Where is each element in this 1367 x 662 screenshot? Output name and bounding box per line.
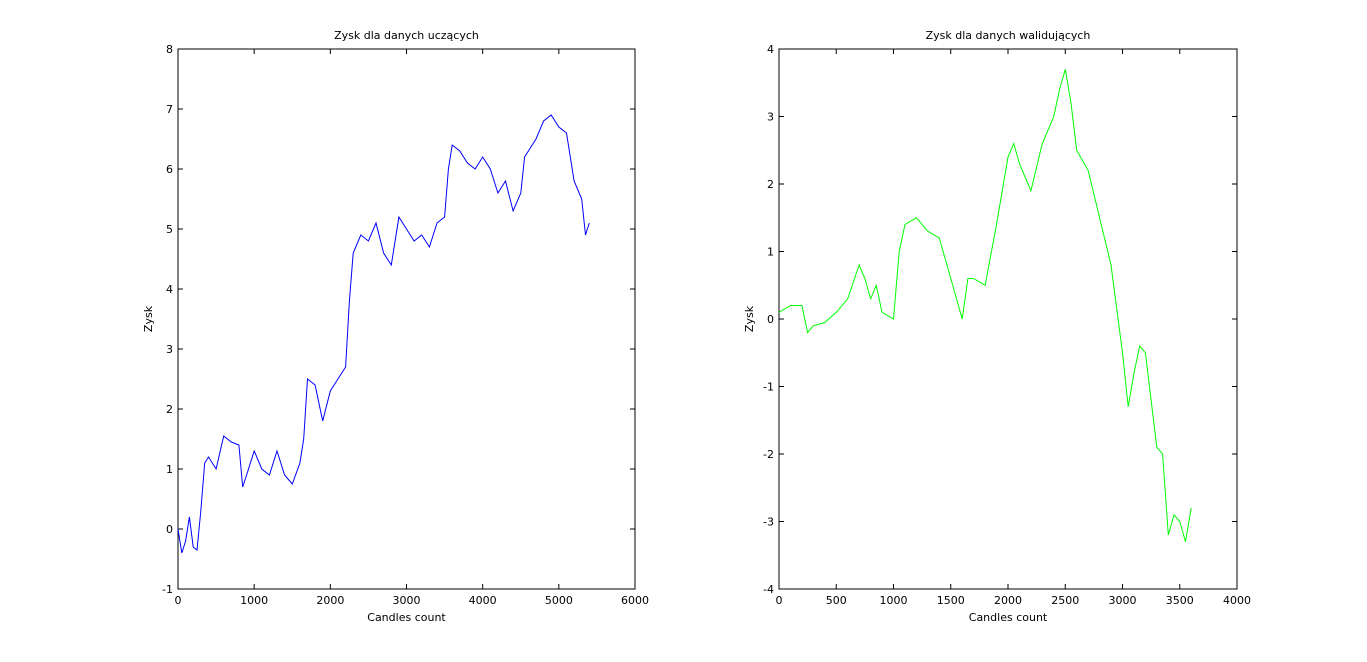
y-tick-label: 1 (767, 246, 774, 259)
chart-title: Zysk dla danych walidujących (926, 29, 1091, 42)
y-tick-label: 6 (166, 163, 173, 176)
y-axis-label: Zysk (743, 305, 756, 332)
x-axis-label: Candles count (367, 611, 446, 624)
data-line (177, 114, 590, 554)
y-tick-label: -4 (763, 583, 774, 596)
x-tick-label: 1000 (880, 594, 908, 607)
y-tick-label: -2 (763, 448, 774, 461)
y-tick-label: 4 (166, 283, 173, 296)
x-tick-label: 2000 (994, 594, 1022, 607)
x-tick-label: 1000 (240, 594, 268, 607)
y-tick-label: -1 (763, 381, 774, 394)
y-tick-label: 3 (166, 343, 173, 356)
y-tick-label: 1 (166, 463, 173, 476)
axes-box (778, 48, 1238, 590)
y-tick-label: 0 (166, 523, 173, 536)
y-axis-label: Zysk (142, 305, 155, 332)
y-tick-label: 2 (166, 403, 173, 416)
y-tick-label: 5 (166, 223, 173, 236)
x-tick-label: 2000 (316, 594, 344, 607)
y-tick-label: 8 (166, 43, 173, 56)
x-tick-label: 1500 (937, 594, 965, 607)
axes-box (177, 48, 636, 590)
y-tick-label: 4 (767, 43, 774, 56)
x-tick-label: 500 (826, 594, 847, 607)
x-tick-label: 3000 (393, 594, 421, 607)
x-tick-label: 4000 (469, 594, 497, 607)
x-tick-label: 3500 (1166, 594, 1194, 607)
chart-title: Zysk dla danych uczących (334, 29, 479, 42)
x-tick-label: 0 (175, 594, 182, 607)
y-tick-label: 3 (767, 111, 774, 124)
y-tick-label: 7 (166, 103, 173, 116)
x-axis-label: Candles count (969, 611, 1048, 624)
x-tick-label: 3000 (1109, 594, 1137, 607)
y-tick-label: -1 (162, 583, 173, 596)
x-tick-label: 0 (776, 594, 783, 607)
x-tick-label: 4000 (1223, 594, 1251, 607)
y-tick-label: -3 (763, 516, 774, 529)
y-tick-label: 0 (767, 313, 774, 326)
x-tick-label: 2500 (1051, 594, 1079, 607)
x-tick-label: 6000 (621, 594, 649, 607)
x-tick-label: 5000 (545, 594, 573, 607)
y-tick-label: 2 (767, 178, 774, 191)
data-line (778, 69, 1192, 542)
